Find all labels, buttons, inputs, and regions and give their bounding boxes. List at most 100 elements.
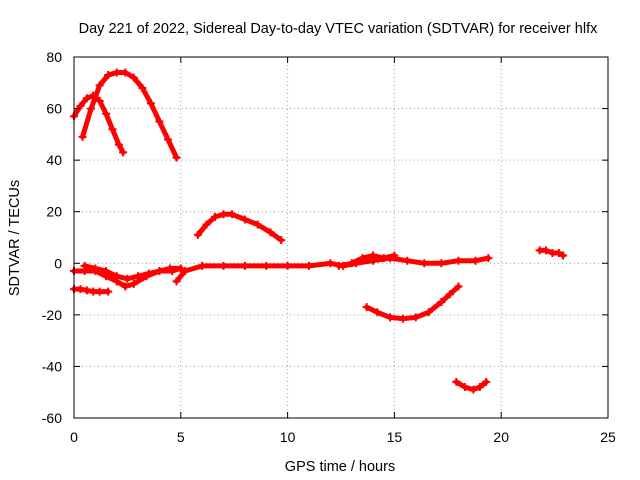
data-point [104,287,113,296]
data-point [91,264,100,273]
data-point [266,228,275,237]
data-point [424,308,433,317]
data-point [369,251,378,260]
data-point [104,71,113,80]
series-arc-2 [78,68,181,162]
data-point [390,251,399,260]
y-tick-label: 60 [46,101,62,117]
data-point [262,261,271,270]
data-point [82,94,91,103]
axis-ticks: 0 5 10 15 20 25 -60 -40 -20 0 20 40 60 80 [42,49,616,445]
data-point [155,267,164,276]
data-point [454,256,463,265]
data-point [471,256,480,265]
series-arc-1 [70,91,128,157]
data-point [102,267,111,276]
data-point [193,230,202,239]
data-point [138,83,147,92]
data-point [95,287,104,296]
series-arc-7 [172,254,493,286]
data-point [121,68,130,77]
data-point [129,279,138,288]
x-tick-label: 5 [177,429,185,445]
data-point [437,297,446,306]
data-point [210,212,219,221]
series-arc-11 [535,246,568,260]
data-point [460,383,469,392]
data-point [482,377,491,386]
data-point [420,259,429,268]
data-point [163,135,172,144]
series-trace [195,211,284,243]
data-point [82,286,91,295]
data-series [70,68,568,394]
data-point [445,290,454,299]
data-point [166,264,175,273]
data-point [452,377,461,386]
data-point [559,251,568,260]
x-tick-label: 15 [387,429,403,445]
data-point [228,210,237,219]
y-tick-label: 20 [46,204,62,220]
data-point [172,277,181,286]
series-arc-9 [362,282,463,323]
data-point [403,256,412,265]
series-arc-10 [452,377,491,394]
data-point [398,314,407,323]
series-arc-6 [70,285,113,296]
data-point [304,261,313,270]
y-tick-label: 40 [46,152,62,168]
data-point [326,259,335,268]
data-point [121,282,130,291]
data-point [469,385,478,394]
plot-frame [73,56,609,419]
data-point [80,261,89,270]
x-tick-label: 10 [280,429,296,445]
data-point [362,303,371,312]
data-point [129,73,138,82]
data-point [146,99,155,108]
y-tick-label: 0 [54,255,62,271]
data-point [155,117,164,126]
data-point [347,259,356,268]
data-point [119,148,128,157]
data-point [240,215,249,224]
data-point [542,246,551,255]
series-arc-3 [193,210,286,245]
data-point [554,248,563,257]
y-tick-label: -20 [42,307,62,323]
series-arc-5 [80,261,185,283]
series-trace [453,379,489,393]
x-tick-label: 20 [493,429,509,445]
data-point [219,261,228,270]
data-point [437,259,446,268]
data-point [114,140,123,149]
data-point [181,267,190,276]
data-point [334,261,343,270]
x-tick-label: 25 [600,429,616,445]
x-axis-label: GPS time / hours [285,459,395,475]
data-point [95,96,104,105]
data-point [95,81,104,90]
data-point [144,269,153,278]
y-axis-label: SDTVAR / TECUs [7,180,23,296]
data-point [172,153,181,162]
data-point [108,125,117,134]
y-tick-label: 80 [46,49,62,65]
data-point [123,274,132,283]
chart-title: Day 221 of 2022, Sidereal Day-to-day VTE… [79,21,598,37]
x-tick-label: 0 [70,429,78,445]
data-point [475,383,484,392]
data-point [76,285,85,294]
data-point [198,261,207,270]
data-point [87,104,96,113]
data-point [102,109,111,118]
data-point [76,101,85,110]
data-point [240,261,249,270]
y-tick-label: -60 [42,410,62,426]
data-point [134,272,143,281]
data-point [253,220,262,229]
series-arc-8 [334,251,399,270]
data-point [484,254,493,263]
